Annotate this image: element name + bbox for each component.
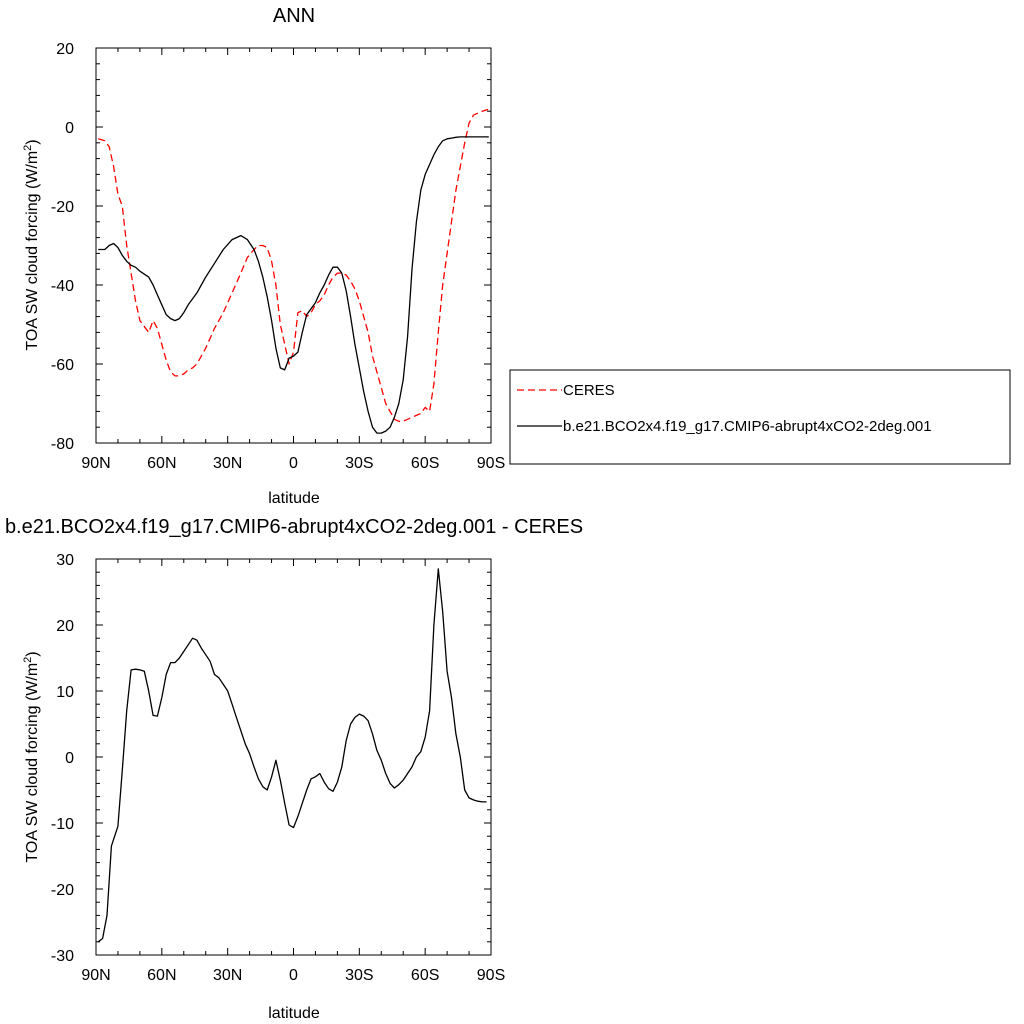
y-tick-label: -40 <box>51 278 74 295</box>
model-series-line <box>98 136 489 434</box>
y-tick-label: -20 <box>51 199 74 216</box>
ceres-series-line <box>98 108 489 422</box>
x-axis-label: latitude <box>268 490 320 507</box>
x-tick-label: 0 <box>289 455 298 472</box>
x-tick-label: 90N <box>81 455 110 472</box>
x-tick-label: 60N <box>147 455 176 472</box>
plot-frame <box>95 558 492 956</box>
x-tick-label: 0 <box>289 967 298 984</box>
chart-panel-top: ANN 90N 60N 30N 0 30S 60S 90S -80-60-40-20020 … <box>22 5 1011 507</box>
y-tick-label: 10 <box>56 684 74 701</box>
plot-frame <box>95 47 492 444</box>
legend-box <box>509 369 1011 465</box>
difference-chart-title: b.e21.BCO2x4.f19_g17.CMIP6-abrupt4xCO2-2… <box>5 516 583 538</box>
y-tick-label: 30 <box>56 552 74 569</box>
x-tick-labels: 90N 60N 30N 0 30S 60S 90S <box>81 455 505 472</box>
x-tick-label: 30N <box>213 455 242 472</box>
x-tick-label: 60S <box>411 967 439 984</box>
x-tick-label: 90S <box>477 967 505 984</box>
x-tick-label: 90N <box>81 967 110 984</box>
y-tick-label: -20 <box>51 882 74 899</box>
x-tick-labels: 90N 60N 30N 0 30S 60S 90S <box>81 967 505 984</box>
y-axis-label: TOA SW cloud forcing (W/m2) <box>22 139 41 350</box>
chart-title: ANN <box>273 5 315 27</box>
x-tick-label: 30S <box>345 455 373 472</box>
legend-label-model: b.e21.BCO2x4.f19_g17.CMIP6-abrupt4xCO2-2… <box>563 418 932 435</box>
legend-label-ceres: CERES <box>563 382 615 399</box>
y-tick-label: -80 <box>51 436 74 453</box>
x-tick-label: 30S <box>345 967 373 984</box>
y-tick-label: 20 <box>56 618 74 635</box>
y-tick-label: -60 <box>51 357 74 374</box>
data-series <box>98 108 489 434</box>
legend: CERES b.e21.BCO2x4.f19_g17.CMIP6-abrupt4… <box>509 369 1011 465</box>
y-tick-label: 0 <box>65 750 74 767</box>
y-axis-label: TOA SW cloud forcing (W/m2) <box>22 651 41 862</box>
x-tick-label: 60S <box>411 455 439 472</box>
x-tick-label: 90S <box>477 455 505 472</box>
y-tick-label: 0 <box>65 120 74 137</box>
data-series <box>97 568 487 943</box>
difference-series-line <box>97 568 487 943</box>
y-tick-label: 20 <box>56 41 74 58</box>
minor-ticks <box>95 47 492 444</box>
y-tick-label: -30 <box>51 948 74 965</box>
y-tick-labels: -80 -60 -40 -20 0 20 <box>51 41 74 453</box>
x-tick-label: 30N <box>213 967 242 984</box>
minor-ticks <box>95 558 492 956</box>
y-tick-labels: -30 -20 -10 0 10 20 30 <box>51 552 74 965</box>
x-axis-label: latitude <box>268 1005 320 1022</box>
y-tick-label: -10 <box>51 816 74 833</box>
chart-panel-bottom: b.e21.BCO2x4.f19_g17.CMIP6-abrupt4xCO2-2… <box>5 516 583 1022</box>
x-tick-label: 60N <box>147 967 176 984</box>
